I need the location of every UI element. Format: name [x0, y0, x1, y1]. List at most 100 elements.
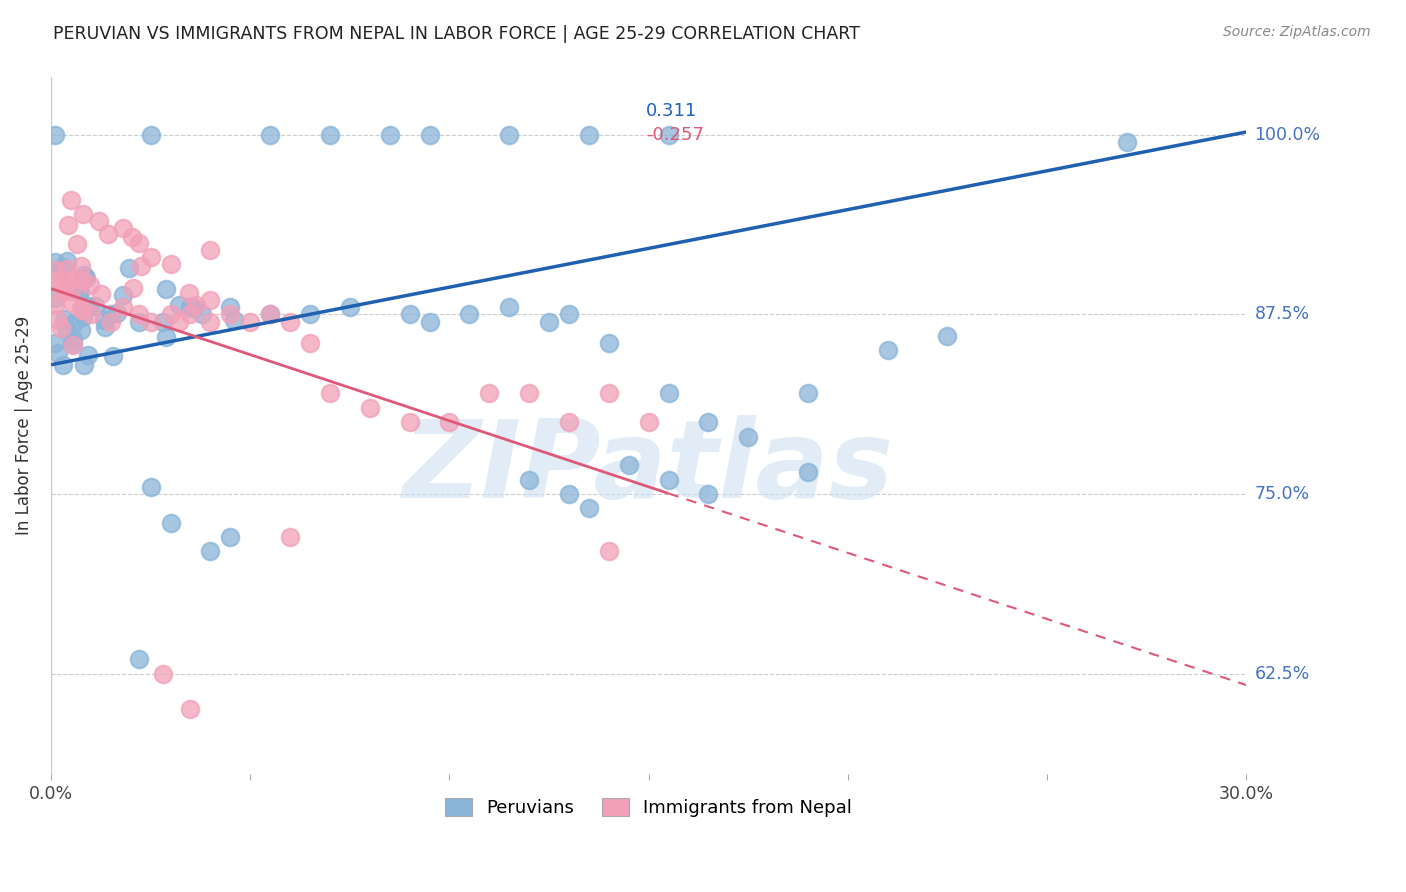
Point	[51, 276, 73, 290]
Point	[598, 336, 620, 351]
Point	[44, 255, 66, 269]
Point	[359, 401, 381, 415]
Point	[72, 302, 94, 317]
Point	[200, 544, 222, 558]
Point	[219, 530, 242, 544]
Text: 100.0%: 100.0%	[1254, 126, 1320, 144]
Point	[72, 207, 94, 221]
Point	[128, 308, 150, 322]
Point	[278, 315, 301, 329]
Point	[658, 386, 681, 401]
Point	[139, 315, 162, 329]
Point	[319, 386, 342, 401]
Point	[598, 544, 620, 558]
Point	[77, 348, 100, 362]
Point	[97, 227, 120, 241]
Point	[62, 336, 84, 351]
Point	[44, 262, 66, 277]
Point	[159, 516, 181, 530]
Point	[79, 277, 101, 292]
Point	[378, 128, 401, 142]
Point	[558, 308, 581, 322]
Point	[191, 308, 214, 322]
Legend: Peruvians, Immigrants from Nepal: Peruvians, Immigrants from Nepal	[439, 790, 859, 824]
Point	[122, 281, 145, 295]
Point	[1115, 135, 1137, 149]
Point	[93, 313, 115, 327]
Point	[67, 285, 90, 299]
Text: Source: ZipAtlas.com: Source: ZipAtlas.com	[1223, 25, 1371, 39]
Point	[339, 300, 361, 314]
Point	[167, 315, 190, 329]
Point	[73, 358, 96, 372]
Point	[70, 323, 93, 337]
Point	[498, 300, 520, 314]
Point	[179, 702, 201, 716]
Point	[128, 315, 150, 329]
Point	[118, 261, 141, 276]
Point	[558, 415, 581, 429]
Point	[598, 386, 620, 401]
Point	[517, 386, 540, 401]
Point	[56, 218, 79, 232]
Point	[298, 336, 321, 351]
Point	[101, 349, 124, 363]
Point	[200, 315, 222, 329]
Point	[578, 501, 600, 516]
Point	[56, 253, 79, 268]
Point	[617, 458, 640, 473]
Point	[876, 343, 898, 358]
Point	[63, 316, 86, 330]
Point	[737, 429, 759, 443]
Point	[44, 274, 66, 288]
Text: 87.5%: 87.5%	[1254, 305, 1310, 324]
Point	[59, 285, 82, 299]
Point	[538, 315, 561, 329]
Point	[100, 315, 122, 329]
Point	[219, 300, 242, 314]
Point	[298, 308, 321, 322]
Point	[200, 243, 222, 257]
Text: ZIPatlas: ZIPatlas	[404, 415, 894, 521]
Point	[128, 652, 150, 666]
Point	[111, 221, 134, 235]
Point	[697, 415, 720, 429]
Point	[697, 487, 720, 501]
Point	[219, 308, 242, 322]
Point	[51, 260, 73, 274]
Point	[107, 306, 129, 320]
Point	[44, 291, 66, 305]
Point	[77, 300, 100, 314]
Point	[62, 332, 84, 346]
Point	[558, 487, 581, 501]
Point	[797, 466, 820, 480]
Point	[80, 308, 103, 322]
Point	[159, 257, 181, 271]
Point	[159, 308, 181, 322]
Point	[658, 128, 681, 142]
Text: 0.311: 0.311	[647, 102, 697, 120]
Point	[478, 386, 501, 401]
Point	[239, 315, 262, 329]
Point	[44, 335, 66, 350]
Text: 62.5%: 62.5%	[1254, 665, 1310, 682]
Point	[637, 415, 659, 429]
Point	[87, 214, 110, 228]
Point	[52, 312, 75, 326]
Point	[51, 285, 73, 299]
Point	[222, 312, 245, 326]
Point	[44, 263, 66, 277]
Point	[167, 297, 190, 311]
Point	[94, 319, 117, 334]
Point	[62, 272, 84, 286]
Point	[183, 301, 205, 316]
Point	[155, 330, 177, 344]
Point	[797, 386, 820, 401]
Text: -0.257: -0.257	[647, 126, 704, 145]
Point	[49, 320, 72, 334]
Point	[60, 296, 83, 310]
Point	[70, 304, 93, 318]
Point	[418, 128, 440, 142]
Point	[152, 666, 174, 681]
Point	[498, 128, 520, 142]
